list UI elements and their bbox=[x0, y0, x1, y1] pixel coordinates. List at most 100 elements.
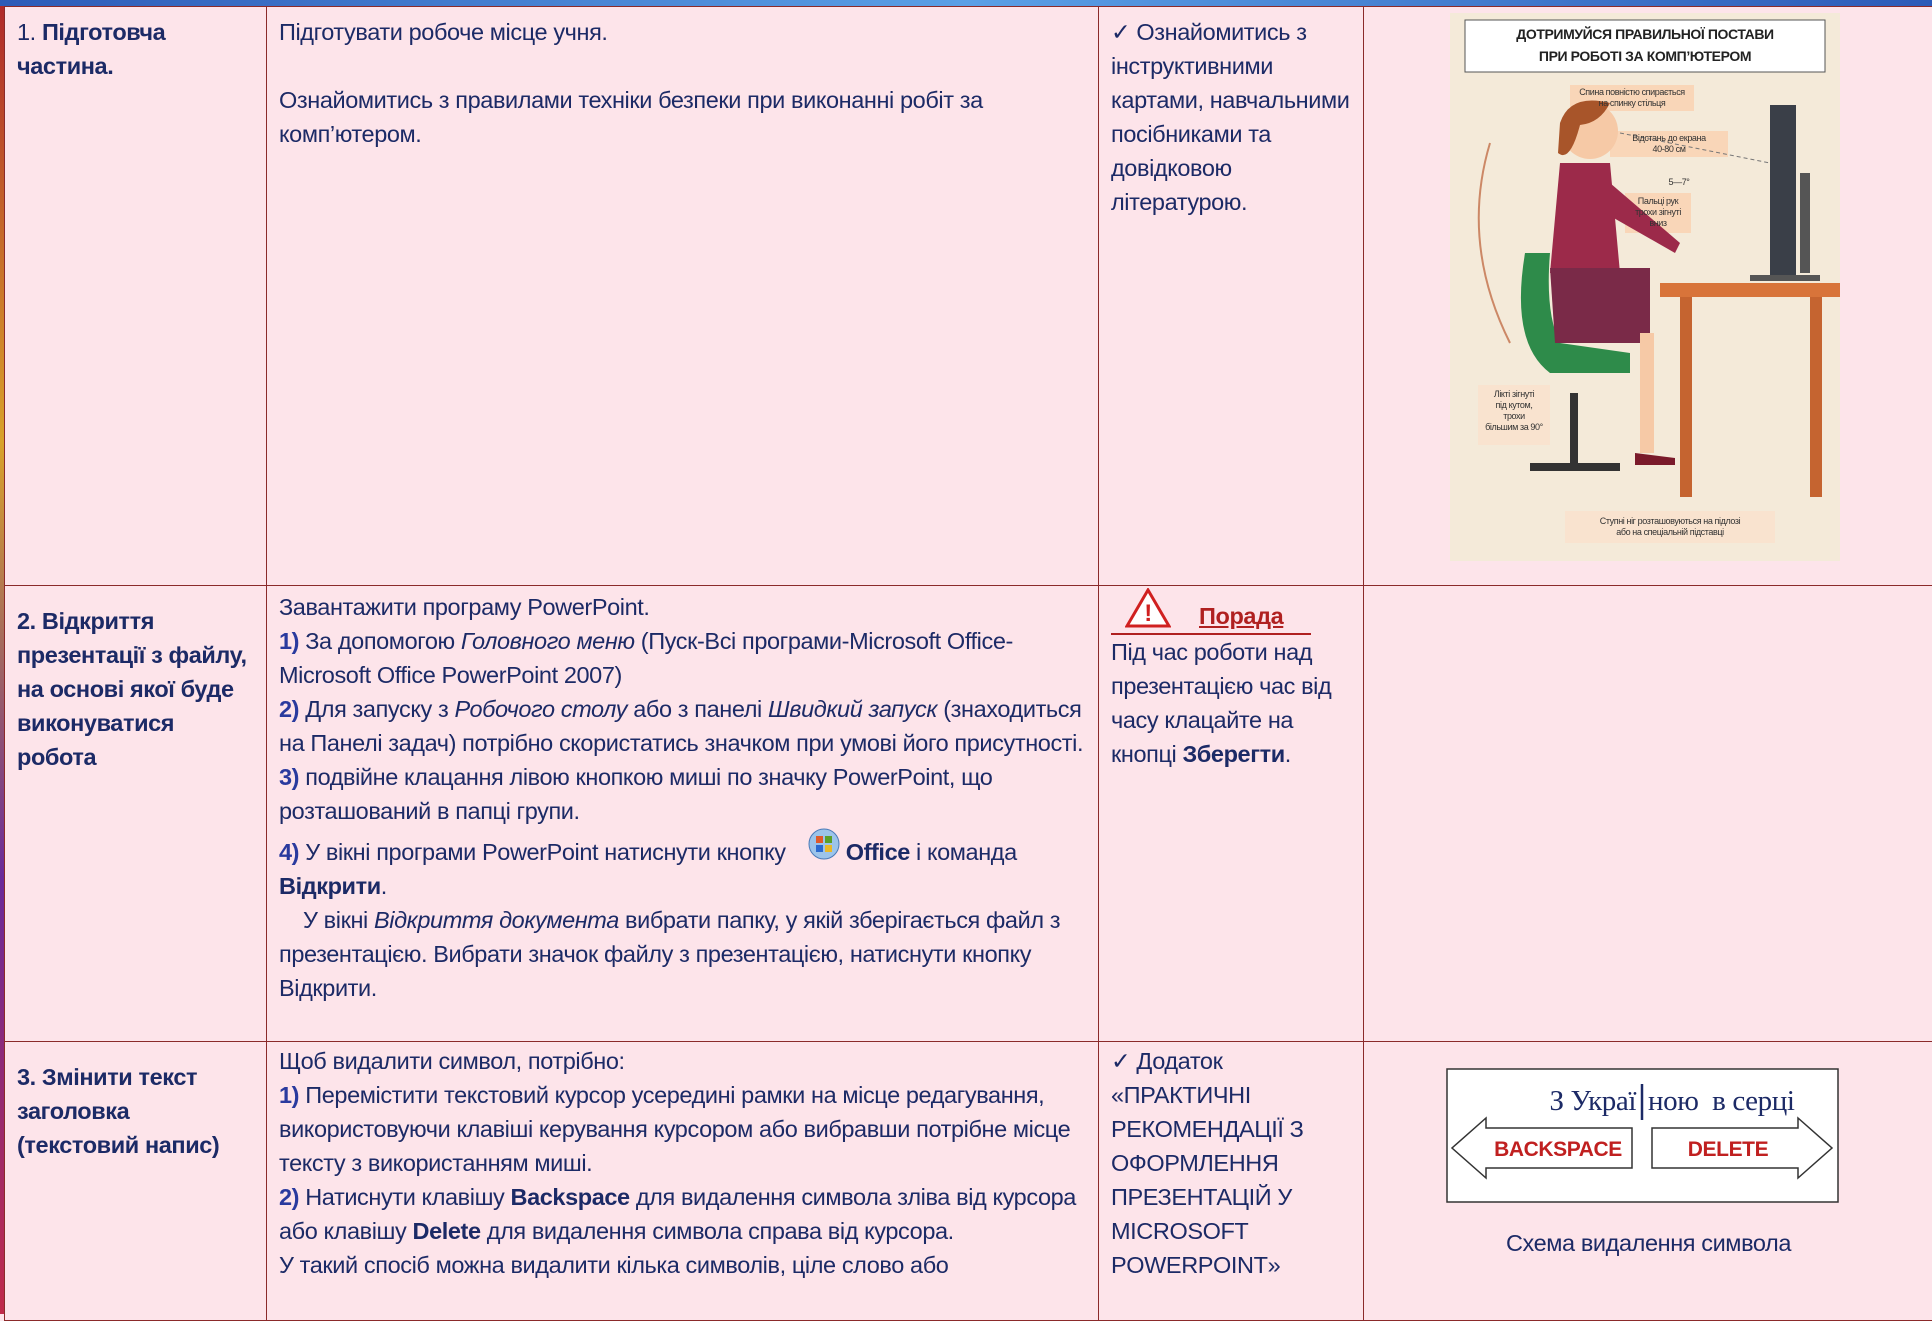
text: 2. Відкриття презентації з файлу, на осн… bbox=[17, 608, 247, 770]
shape bbox=[1680, 297, 1692, 497]
text: 40-80 см bbox=[1652, 144, 1685, 154]
office-button-icon bbox=[802, 828, 846, 864]
text: Відкрити bbox=[279, 873, 381, 899]
text: Лікті зігнуті bbox=[1494, 389, 1535, 399]
text: 3) bbox=[279, 764, 299, 790]
notes-cell: ✓ Ознайомитись з інструктивними картами,… bbox=[1099, 7, 1364, 586]
image-cell: ДОТРИМУЙСЯ ПРАВИЛЬНОЇ ПОСТАВИ ПРИ РОБОТІ… bbox=[1364, 7, 1932, 586]
text: 2) bbox=[279, 1184, 299, 1210]
text: У такий спосіб можна видалити кілька сим… bbox=[279, 1248, 1086, 1282]
shape bbox=[1550, 163, 1620, 273]
shape: 2) Для запуску з Робочого столу або з па… bbox=[279, 692, 1086, 760]
text: ПРИ РОБОТІ ЗА КОМП’ЮТЕРОМ bbox=[1539, 48, 1751, 64]
text: . bbox=[1285, 741, 1291, 767]
text: ною в серці bbox=[1648, 1085, 1795, 1117]
text: 4) bbox=[279, 839, 299, 865]
shape: 1) Перемістити текстовий курсор усередин… bbox=[279, 1078, 1086, 1180]
task-cell: Підготувати робоче місце учня. Ознайомит… bbox=[267, 7, 1099, 586]
text: Пальці рук bbox=[1638, 196, 1679, 206]
shape bbox=[1770, 105, 1796, 275]
shape bbox=[1750, 275, 1820, 281]
shape: ! bbox=[1144, 600, 1152, 627]
text: Головного меню bbox=[461, 628, 635, 654]
shape: 3) подвійне клацання лівою кнопкою миші … bbox=[279, 760, 1086, 828]
row: 1. Підготовча частина. Підготувати робоч… bbox=[5, 7, 1932, 586]
text: З Украї bbox=[1550, 1085, 1637, 1117]
text: Натиснути клавішу bbox=[299, 1184, 510, 1210]
text: У вікні програми PowerPoint натиснути кн… bbox=[299, 839, 792, 865]
text: Перемістити текстовий курсор усередині р… bbox=[279, 1082, 1070, 1176]
image-cell bbox=[1364, 586, 1932, 1042]
text: Ознайомитись з правилами техніки безпеки… bbox=[279, 83, 1086, 151]
text: BACKSPACE bbox=[1494, 1138, 1622, 1161]
notes-cell: ! Порада Під час роботи над презентацією … bbox=[1099, 586, 1364, 1042]
text: За допомогою bbox=[299, 628, 461, 654]
lesson-table: 1. Підготовча частина. Підготувати робоч… bbox=[4, 6, 1932, 1321]
text: Порада bbox=[1199, 603, 1283, 629]
text: під кутом, bbox=[1496, 400, 1533, 410]
shape: 2) Натиснути клавішу Backspace для видал… bbox=[279, 1180, 1086, 1248]
text: Швидкий запуск bbox=[768, 696, 937, 722]
warning-icon: ! bbox=[1125, 588, 1171, 628]
shape: У вікні Відкриття документа вибрати папк… bbox=[279, 903, 1086, 1005]
row: 2. Відкриття презентації з файлу, на осн… bbox=[5, 586, 1932, 1042]
shape bbox=[825, 836, 832, 843]
text: ✓ Додаток «ПРАКТИЧНІ РЕКОМЕНДАЦІЇ З ОФОР… bbox=[1111, 1044, 1351, 1282]
task-cell: Завантажити програму PowerPoint. 1) За д… bbox=[267, 586, 1099, 1042]
text: трохи bbox=[1503, 411, 1525, 421]
text: для видалення символа справа від курсора… bbox=[481, 1218, 954, 1244]
stage-cell: 1. Підготовча частина. bbox=[5, 7, 267, 586]
text: 1) bbox=[279, 1082, 299, 1108]
text: У вікні bbox=[303, 907, 374, 933]
task-cell: Щоб видалити символ, потрібно: 1) Перемі… bbox=[267, 1042, 1099, 1321]
text: і команда bbox=[910, 839, 1017, 865]
shape bbox=[1640, 333, 1654, 453]
text: або з панелі bbox=[627, 696, 768, 722]
shape: 4) У вікні програми PowerPoint натиснути… bbox=[279, 828, 1086, 903]
shape bbox=[1800, 173, 1810, 273]
shape bbox=[816, 845, 823, 852]
notes-cell: ✓ Додаток «ПРАКТИЧНІ РЕКОМЕНДАЦІЇ З ОФОР… bbox=[1099, 1042, 1364, 1321]
text: DELETE bbox=[1688, 1138, 1769, 1161]
shape: ! Порада bbox=[1111, 588, 1311, 635]
text: Підготувати робоче місце учня. bbox=[279, 15, 1086, 49]
text: Робочого столу bbox=[454, 696, 627, 722]
text: Backspace bbox=[511, 1184, 630, 1210]
shape bbox=[1570, 393, 1578, 463]
text: подвійне клацання лівою кнопкою миші по … bbox=[279, 764, 992, 824]
text: Спина повністю спирається bbox=[1579, 87, 1685, 97]
text: трохи зігнуті bbox=[1635, 207, 1681, 217]
text: 1) bbox=[279, 628, 299, 654]
text: Завантажити програму PowerPoint. bbox=[279, 590, 1086, 624]
text: . bbox=[381, 873, 387, 899]
shape bbox=[825, 845, 832, 852]
text: більшим за 90° bbox=[1485, 422, 1543, 432]
diagram-caption: Схема видалення символа bbox=[1364, 1226, 1932, 1260]
text: або на спеціальній підставці bbox=[1616, 527, 1724, 537]
text: Для запуску з bbox=[299, 696, 454, 722]
shape bbox=[1810, 297, 1822, 497]
text: Office bbox=[846, 839, 910, 865]
text: 5—7° bbox=[1668, 177, 1690, 187]
text: 3. Змінити текст заголовка (текстовий на… bbox=[17, 1064, 219, 1158]
stage-cell: 2. Відкриття презентації з файлу, на осн… bbox=[5, 586, 267, 1042]
row: 3. Змінити текст заголовка (текстовий на… bbox=[5, 1042, 1932, 1321]
image-cell: З Украї ною в серці BACKSPACE DELETE Схе… bbox=[1364, 1042, 1932, 1321]
text: на спинку стільця bbox=[1599, 98, 1666, 108]
stage-cell: 3. Змінити текст заголовка (текстовий на… bbox=[5, 1042, 267, 1321]
text: Відкриття документа bbox=[374, 907, 619, 933]
text: Delete bbox=[413, 1218, 481, 1244]
shape bbox=[816, 836, 823, 843]
shape bbox=[809, 829, 839, 859]
text: Зберегти bbox=[1182, 741, 1284, 767]
text: ДОТРИМУЙСЯ ПРАВИЛЬНОЇ ПОСТАВИ bbox=[1516, 25, 1774, 42]
shape: Під час роботи над презентацією час від … bbox=[1111, 635, 1351, 771]
text: Ступні ніг розташовуються на підлозі bbox=[1600, 516, 1741, 526]
delete-diagram: З Украї ною в серці BACKSPACE DELETE bbox=[1446, 1068, 1839, 1204]
shape: 1) За допомогою Головного меню (Пуск-Всі… bbox=[279, 624, 1086, 692]
text: Відстань до екрана bbox=[1632, 133, 1706, 143]
shape bbox=[1530, 463, 1620, 471]
text: ✓ Ознайомитись з інструктивними картами,… bbox=[1111, 15, 1351, 219]
text: 1. bbox=[17, 19, 42, 45]
